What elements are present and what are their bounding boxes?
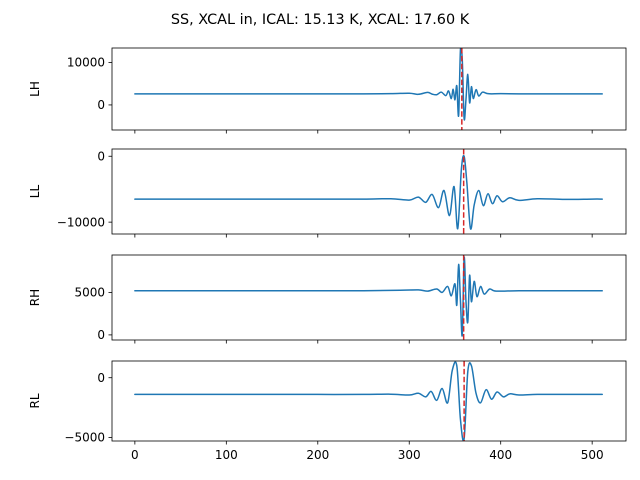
axes-frame [111, 47, 627, 131]
subplot-rh: 0 5000 RH [28, 254, 627, 344]
y-axis-label: RH [28, 289, 42, 306]
series-line-rl [134, 361, 603, 441]
y-tick-label: 0 [97, 98, 105, 112]
axes-frame [111, 254, 627, 341]
y-tick-label: 0 [97, 150, 105, 164]
y-axis-label: LL [28, 185, 42, 199]
x-tick-label: 500 [581, 448, 604, 462]
subplots-container: 0 10000 LH 0 −10000 LL 0 5000 RH 0 −5000 0 100 200 300… [28, 47, 627, 462]
y-tick-label: 10000 [67, 56, 105, 70]
x-tick-label: 300 [398, 448, 421, 462]
y-tick-label: 5000 [74, 286, 105, 300]
y-tick-label: 0 [97, 328, 105, 342]
x-tick-label: 400 [489, 448, 512, 462]
y-axis-label: RL [28, 393, 42, 408]
x-tick-label: 200 [306, 448, 329, 462]
series-line-ll [134, 154, 603, 230]
y-tick-label: −10000 [57, 215, 105, 229]
subplot-lh: 0 10000 LH [28, 47, 627, 134]
series-line-lh [134, 48, 603, 121]
y-tick-label: 0 [97, 371, 105, 385]
subplot-ll: 0 −10000 LL [28, 148, 627, 238]
chart-title: SS, XCAL in, ICAL: 15.13 K, XCAL: 17.60 … [171, 12, 470, 28]
x-tick-label: 100 [215, 448, 238, 462]
subplot-rl: 0 −5000 0 100 200 300 400 500 RL [28, 360, 627, 462]
x-tick-label: 0 [131, 448, 139, 462]
axes-frame [111, 148, 627, 235]
y-axis-label: LH [28, 81, 42, 97]
axes-frame [111, 360, 627, 442]
y-tick-label: −5000 [64, 431, 105, 445]
series-line-rh [134, 256, 603, 337]
